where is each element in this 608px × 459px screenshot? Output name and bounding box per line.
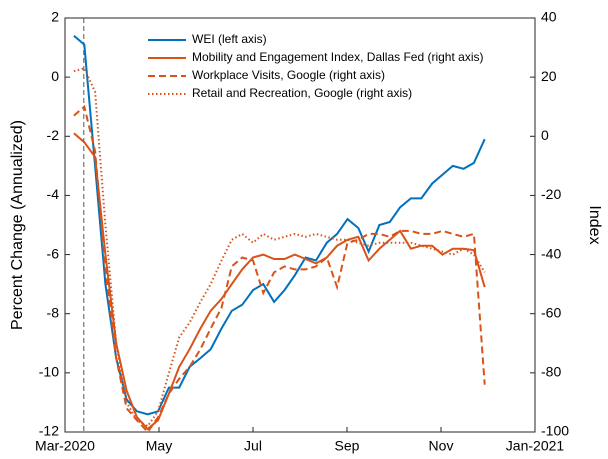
x-tick-label: Sep: [335, 438, 360, 454]
y2-tick-label: -60: [541, 304, 561, 320]
y-tick-label: 2: [51, 9, 59, 25]
y2-tick-label: 40: [541, 9, 557, 25]
legend-label: WEI (left axis): [192, 32, 267, 46]
y-axis-label: Percent Change (Annualized): [9, 120, 26, 330]
y-tick-label: -6: [47, 245, 60, 261]
x-tick-label: May: [146, 438, 172, 454]
y2-tick-label: 0: [541, 127, 549, 143]
y-tick-label: -2: [47, 127, 60, 143]
y-tick-label: -4: [47, 186, 60, 202]
y2-tick-label: -20: [541, 186, 561, 202]
series-line: [73, 67, 486, 428]
y2-tick-label: -100: [541, 423, 569, 439]
y2-tick-label: -80: [541, 364, 561, 380]
x-tick-label: Nov: [429, 438, 454, 454]
y-tick-label: -10: [39, 364, 59, 380]
y-tick-label: 0: [51, 68, 59, 84]
y2-axis-label: Index: [586, 205, 603, 244]
y-tick-label: -8: [47, 304, 60, 320]
series-line: [73, 132, 486, 431]
x-tick-label: Jan-2021: [506, 438, 565, 454]
legend-label: Retail and Recreation, Google (right axi…: [192, 86, 412, 100]
series-line: [73, 104, 486, 434]
y-tick-label: -12: [39, 423, 59, 439]
x-tick-label: Mar-2020: [35, 438, 95, 454]
x-tick-label: Jul: [244, 438, 262, 454]
plot-frame: [64, 17, 536, 433]
legend-label: Mobility and Engagement Index, Dallas Fe…: [192, 50, 483, 64]
y2-tick-label: 20: [541, 68, 557, 84]
legend-label: Workplace Visits, Google (right axis): [192, 68, 385, 82]
series-line: [73, 34, 486, 416]
y2-tick-label: -40: [541, 245, 561, 261]
